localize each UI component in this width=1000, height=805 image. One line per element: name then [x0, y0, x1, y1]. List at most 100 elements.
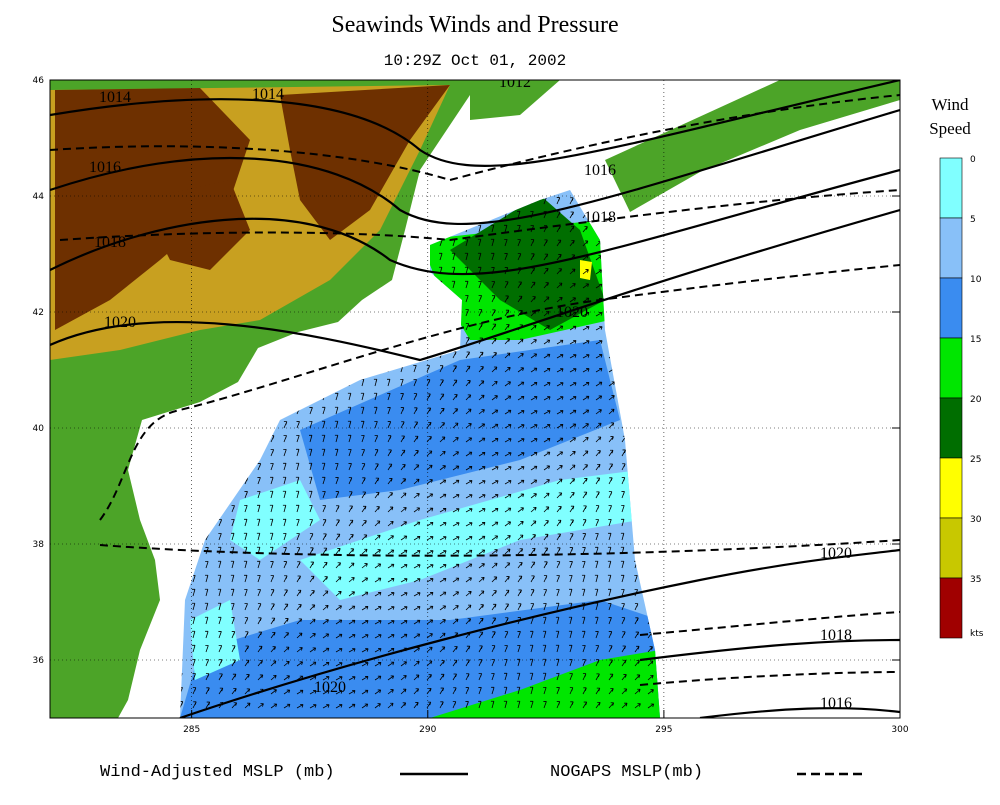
wind-arrow — [374, 675, 382, 681]
wind-arrow — [543, 424, 551, 429]
wind-arrow — [504, 507, 512, 513]
wind-arrow — [191, 630, 196, 639]
wind-arrow — [516, 686, 521, 695]
wind-arrow — [361, 648, 369, 653]
wind-arrow — [569, 382, 577, 387]
wind-arrow — [465, 309, 469, 317]
contour-line — [639, 611, 900, 636]
wind-arrow — [439, 646, 446, 653]
wind-arrow — [504, 631, 509, 639]
wind-arrow — [465, 280, 469, 289]
wind-arrow — [556, 465, 563, 471]
wind-arrow — [634, 645, 640, 653]
wind-arrow — [256, 532, 261, 541]
wind-arrow — [387, 620, 395, 625]
wind-arrow — [556, 701, 561, 709]
wind-arrow — [244, 674, 250, 681]
wind-arrow — [504, 381, 511, 387]
wind-arrow — [400, 592, 408, 597]
y-tick-label: 38 — [33, 540, 45, 550]
wind-arrow — [309, 590, 315, 597]
wind-arrow — [451, 280, 456, 289]
wind-arrow — [283, 603, 289, 611]
wind-arrow — [413, 564, 421, 569]
wind-arrow — [374, 563, 382, 569]
wind-arrow — [257, 703, 264, 709]
wind-arrow — [478, 366, 484, 373]
wind-arrow — [504, 535, 511, 541]
wind-arrow — [413, 521, 421, 527]
wind-arrow — [556, 325, 564, 331]
wind-arrow — [582, 560, 586, 569]
wind-arrow — [413, 478, 420, 485]
wind-arrow — [465, 645, 471, 653]
wind-arrow — [491, 395, 498, 401]
wind-arrow — [542, 630, 547, 639]
x-tick-label: 295 — [655, 725, 672, 735]
wind-arrow — [296, 434, 300, 443]
wind-arrow — [413, 592, 421, 597]
wind-arrow — [387, 435, 392, 443]
wind-arrow — [490, 238, 495, 247]
wind-arrow — [621, 645, 626, 653]
wind-arrow — [478, 466, 486, 471]
wind-arrow — [530, 589, 535, 597]
wind-arrow — [582, 687, 587, 695]
wind-arrow — [244, 617, 249, 625]
wind-arrow — [478, 508, 486, 513]
wind-arrow — [478, 590, 485, 597]
wind-arrow — [413, 535, 421, 541]
wind-arrow — [283, 532, 287, 541]
wind-arrow — [218, 659, 223, 667]
wind-arrow — [504, 409, 512, 415]
wind-arrow — [309, 633, 316, 639]
wind-arrow — [478, 700, 482, 709]
wind-arrow — [270, 589, 275, 597]
wind-arrow — [556, 254, 562, 261]
wind-arrow — [595, 491, 600, 499]
wind-arrow — [270, 631, 276, 639]
wind-arrow — [556, 506, 562, 513]
wind-arrow — [321, 462, 326, 471]
wind-arrow — [426, 464, 433, 471]
wind-arrow — [244, 631, 249, 639]
wind-arrow — [270, 463, 274, 471]
wind-arrow — [608, 602, 612, 611]
wind-arrow — [582, 311, 590, 317]
wind-arrow — [374, 634, 382, 639]
wind-arrow — [621, 518, 625, 527]
wind-arrow — [413, 364, 417, 373]
wind-arrow — [608, 381, 616, 387]
wind-arrow — [621, 491, 625, 499]
wind-arrow — [517, 239, 521, 247]
wind-arrow — [426, 522, 434, 527]
wind-arrow — [608, 436, 614, 443]
wind-arrow — [217, 588, 222, 597]
wind-arrow — [556, 533, 561, 541]
wind-arrow — [634, 603, 639, 611]
wind-arrow — [465, 522, 473, 527]
wind-arrow — [516, 700, 521, 709]
wind-arrow — [283, 518, 287, 527]
wind-arrow — [568, 630, 573, 639]
contour-label: 1020 — [556, 304, 588, 321]
wind-arrow — [582, 478, 588, 485]
wind-arrow — [335, 576, 342, 583]
wind-arrow — [517, 562, 523, 569]
wind-arrow — [413, 507, 421, 513]
wind-arrow — [517, 253, 522, 261]
wind-arrow — [608, 532, 612, 541]
wind-arrow — [621, 617, 626, 625]
contour-line — [59, 189, 900, 242]
wind-arrow — [400, 407, 405, 415]
wind-arrow — [452, 536, 460, 541]
wind-arrow — [607, 574, 612, 583]
wind-arrow — [387, 392, 391, 401]
colorbar-swatch — [939, 457, 963, 519]
wind-area — [230, 480, 320, 560]
wind-arrow — [322, 704, 330, 709]
wind-arrow — [491, 521, 499, 527]
wind-arrow — [582, 505, 587, 513]
wind-arrow — [478, 451, 486, 457]
wind-arrow — [322, 604, 329, 611]
